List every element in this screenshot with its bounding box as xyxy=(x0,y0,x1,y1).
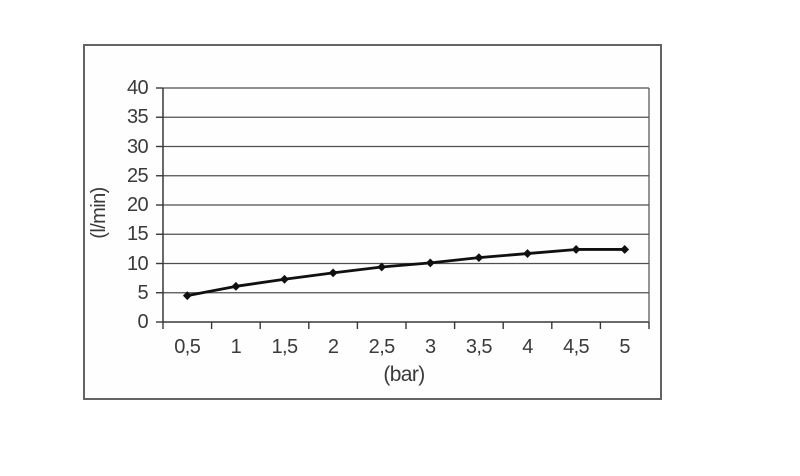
x-tick-label: 4 xyxy=(522,336,533,358)
data-point-marker xyxy=(425,258,435,268)
y-axis-tick-labels: 0 5 10 15 20 25 30 35 40 xyxy=(85,46,149,398)
x-tick-label: 2 xyxy=(327,336,339,358)
data-point-marker xyxy=(571,245,581,254)
y-tick-label: 0 xyxy=(137,311,148,333)
x-tick-label: 3 xyxy=(425,336,436,358)
x-tick-label: 1,5 xyxy=(271,336,298,358)
x-tick-label: 1 xyxy=(230,336,242,358)
data-point-marker xyxy=(231,281,241,291)
data-point-marker xyxy=(523,249,532,258)
data-point-marker xyxy=(474,253,484,263)
x-axis-title: (bar) xyxy=(383,363,425,386)
data-point-marker xyxy=(182,291,192,301)
y-tick-label: 20 xyxy=(126,194,149,216)
data-point-marker xyxy=(280,274,289,284)
y-tick-label: 40 xyxy=(126,77,149,99)
x-tick-label: 3,5 xyxy=(465,336,493,358)
data-point-marker xyxy=(377,262,387,272)
data-point-marker xyxy=(620,245,630,254)
y-tick-label: 15 xyxy=(126,223,149,246)
y-tick-label: 10 xyxy=(126,252,149,275)
x-tick-label: 0,5 xyxy=(174,336,201,358)
y-tick-label: 25 xyxy=(126,164,149,187)
x-tick-label: 4,5 xyxy=(563,336,590,358)
y-tick-label: 30 xyxy=(126,135,149,158)
y-tick-label: 5 xyxy=(137,281,148,304)
x-tick-label: 5 xyxy=(619,336,630,358)
data-point-marker xyxy=(328,268,338,278)
x-tick-label: 2,5 xyxy=(368,336,396,358)
y-tick-label: 35 xyxy=(126,106,149,129)
chart-frame: (l/min) (bar) 0 5 10 15 20 25 30 35 40 0,5 1 1,5 2 2… xyxy=(83,44,662,400)
line-chart-plot xyxy=(156,87,650,329)
data-line xyxy=(185,248,627,298)
